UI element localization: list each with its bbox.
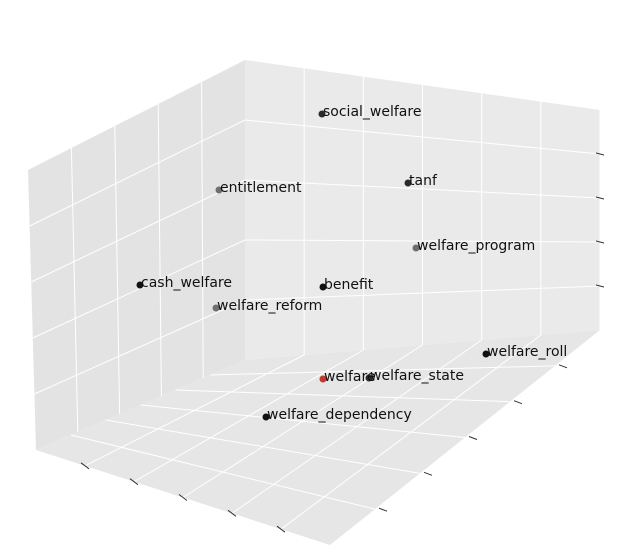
data-point (136, 281, 144, 289)
tick-mark (423, 471, 433, 476)
grid-line (70, 434, 376, 510)
point-label: welfare_dependency (267, 407, 412, 423)
data-points (136, 110, 490, 421)
point-label: welfare (324, 369, 376, 385)
grid-line (210, 365, 556, 376)
tick-mark (468, 436, 478, 440)
grid-line (34, 299, 246, 395)
grid-line (244, 239, 601, 243)
grid-line (114, 125, 121, 415)
tick-mark (595, 196, 605, 200)
axis-ticks (80, 152, 605, 533)
grid-line (29, 119, 246, 227)
tick-mark (129, 478, 139, 486)
tick-mark (378, 507, 388, 512)
grid-line (30, 179, 246, 283)
tick-mark (595, 152, 605, 156)
data-point (318, 110, 326, 118)
grid-line (70, 147, 79, 433)
point-label: tanf (409, 173, 438, 189)
grid-line (140, 404, 466, 438)
data-point (262, 413, 270, 421)
tick-mark (513, 400, 523, 405)
tick-mark (227, 509, 237, 517)
data-point (212, 304, 220, 312)
data-point (365, 374, 373, 382)
data-point (215, 186, 223, 194)
grid-line (157, 103, 162, 397)
grid-line (244, 285, 601, 301)
point-label: welfare_roll (487, 344, 567, 360)
floor-pane (36, 330, 600, 545)
point-label: cash_welfare (141, 275, 232, 291)
grid-lines (29, 68, 601, 530)
tick-mark (80, 462, 90, 470)
point-label: entitlement (220, 180, 302, 196)
grid-line (201, 81, 204, 379)
point-label: social_welfare (323, 104, 421, 120)
point-label: welfare_reform (217, 298, 322, 314)
point-label: welfare_state (370, 368, 464, 384)
tick-mark (558, 364, 568, 369)
point-label: welfare_program (417, 238, 535, 254)
tick-mark (178, 494, 188, 501)
data-point (319, 283, 327, 291)
grid-line (105, 419, 421, 474)
data-point (404, 179, 412, 187)
grid-line (244, 119, 601, 155)
tick-mark (595, 284, 605, 288)
grid-line (175, 389, 511, 403)
point-label: benefit (324, 277, 374, 293)
data-point (412, 244, 420, 252)
grid-line (32, 239, 246, 339)
grid-line (244, 179, 601, 199)
left-pane (28, 60, 245, 450)
data-point (482, 350, 490, 358)
tick-mark (595, 240, 605, 244)
data-point (319, 375, 327, 383)
tick-mark (276, 525, 286, 533)
